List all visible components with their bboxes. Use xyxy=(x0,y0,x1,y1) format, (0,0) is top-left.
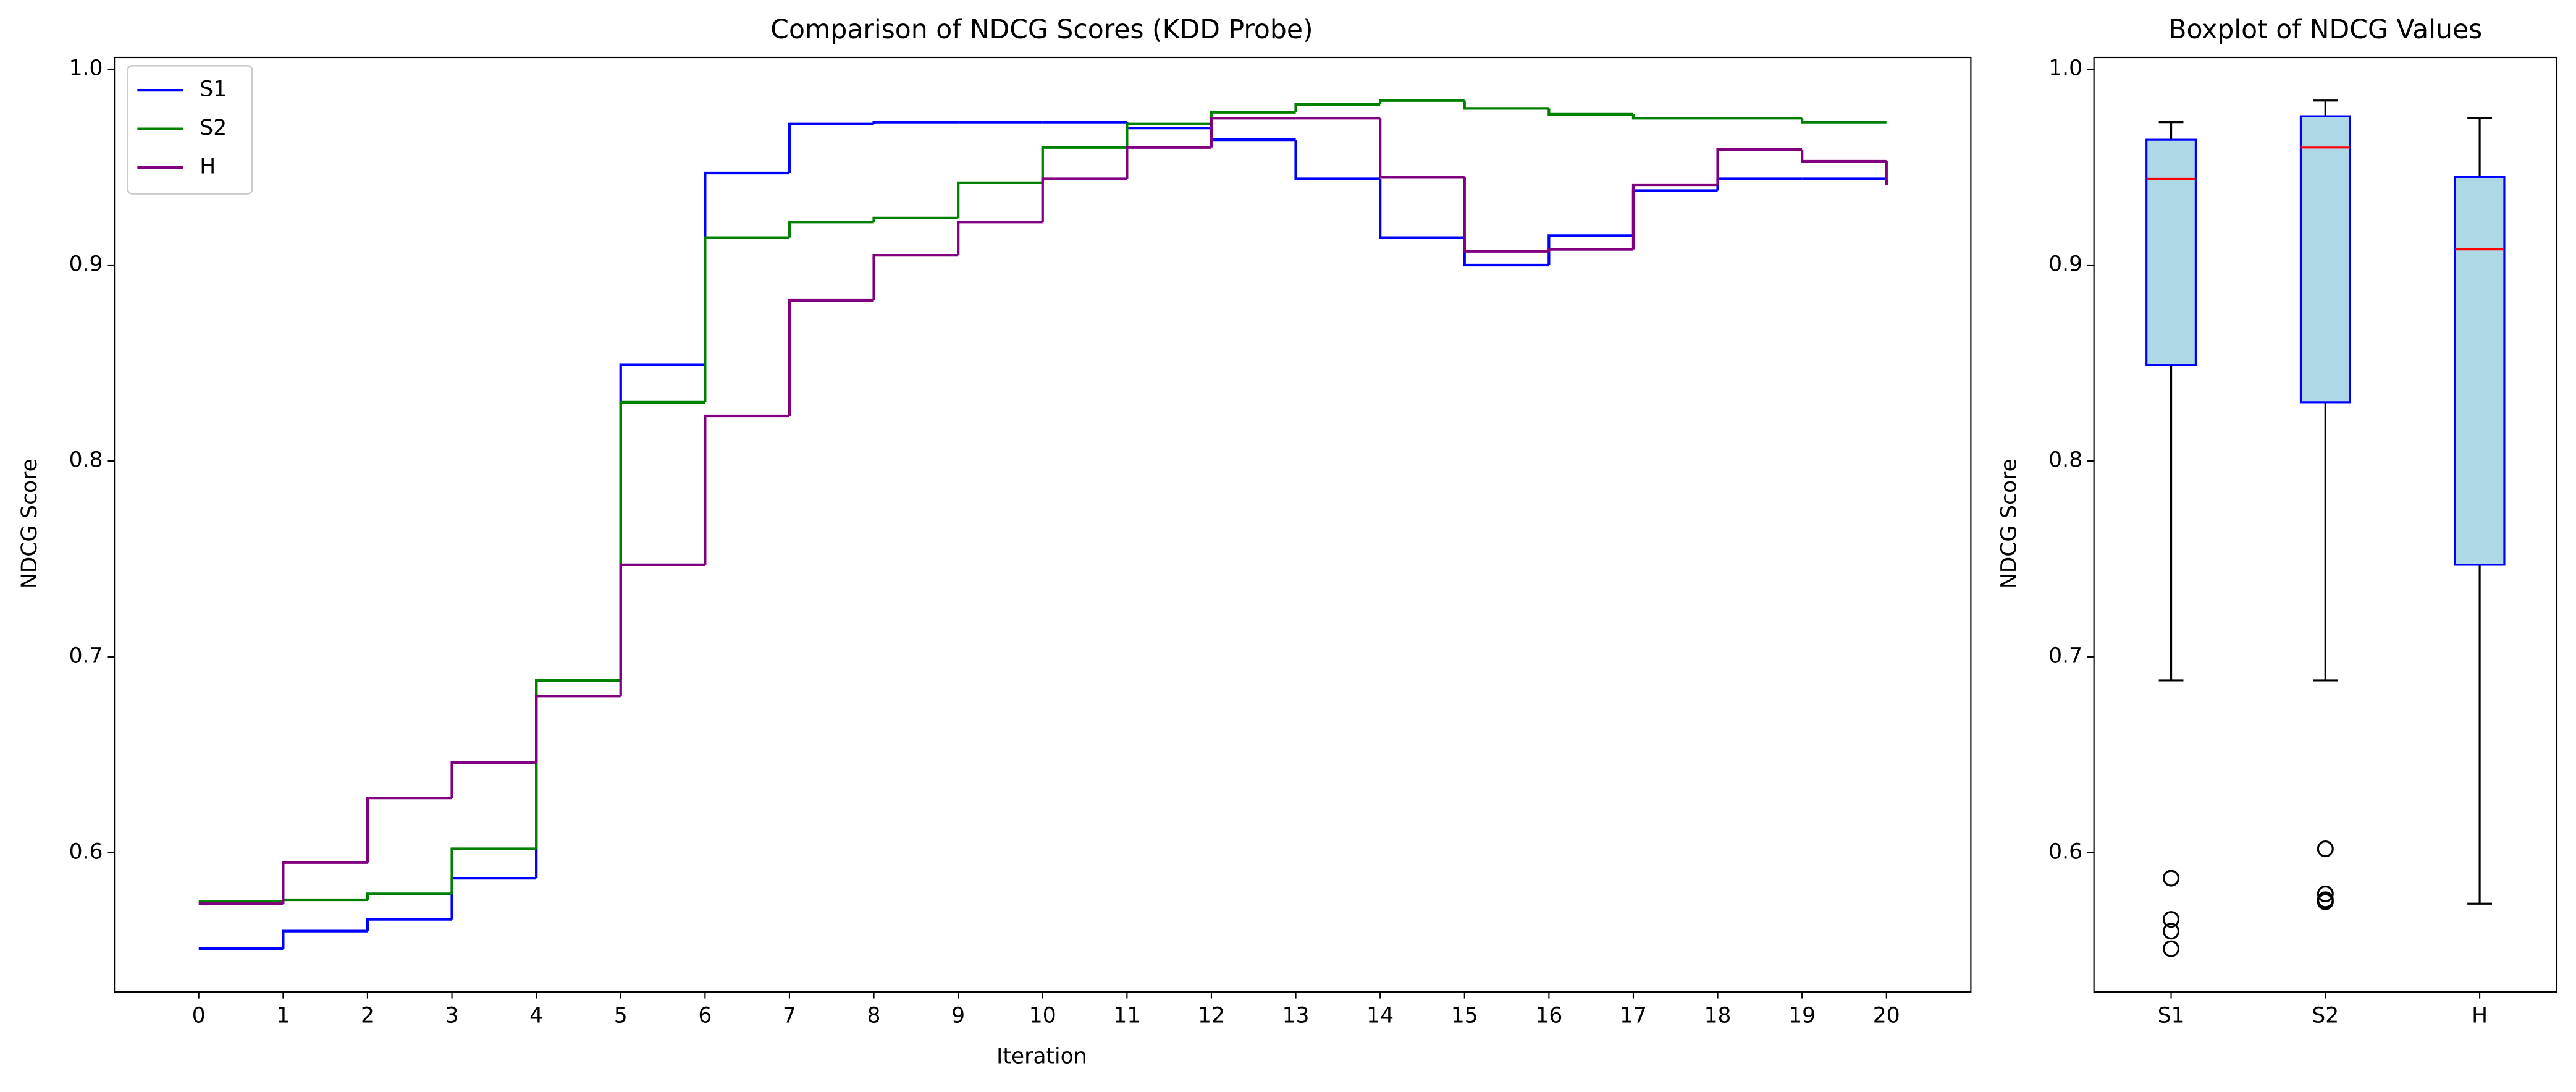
x-tick-label: 0 xyxy=(192,1003,206,1028)
x-tick-label: 6 xyxy=(698,1003,712,1028)
step-segment xyxy=(282,861,368,904)
x-tick-label: 20 xyxy=(1873,1003,1900,1028)
y-tick-label: 0.6 xyxy=(2048,839,2082,864)
axes-frame xyxy=(2093,56,2558,993)
step-segment xyxy=(788,221,874,238)
y-tick-label: 1.0 xyxy=(2048,56,2082,81)
step-segment xyxy=(1463,177,1549,253)
step-segment xyxy=(872,216,959,222)
step-segment xyxy=(619,563,705,696)
step-segment xyxy=(1379,118,1465,179)
x-tick-label: 12 xyxy=(1198,1003,1225,1028)
x-tick-label: 8 xyxy=(867,1003,881,1028)
step-segment xyxy=(1547,248,1633,252)
x-tick-label: S2 xyxy=(2312,1003,2339,1028)
outlier xyxy=(2162,870,2180,887)
step-segment xyxy=(366,918,452,931)
step-segment xyxy=(1041,146,1127,183)
step-segment xyxy=(1547,234,1633,265)
y-tick-label: 0.8 xyxy=(2048,447,2082,472)
step-segment xyxy=(1379,99,1465,105)
x-tick-label: 3 xyxy=(445,1003,459,1028)
step-segment xyxy=(1547,108,1633,116)
box xyxy=(2454,176,2506,566)
step-segment xyxy=(535,679,621,849)
step-segment xyxy=(872,254,959,301)
step-segment xyxy=(872,121,959,124)
x-tick-label: 17 xyxy=(1620,1003,1647,1028)
outlier xyxy=(2317,885,2334,902)
step-segment xyxy=(450,761,537,798)
step-segment xyxy=(788,298,874,417)
x-tick-label: 15 xyxy=(1451,1003,1478,1028)
box xyxy=(2299,115,2351,404)
y-tick-label: 0.7 xyxy=(2048,643,2082,668)
step-segment xyxy=(1041,177,1127,222)
step-segment xyxy=(535,695,621,763)
step-segment xyxy=(1801,118,1887,124)
outlier xyxy=(2162,923,2180,940)
y-tick-label: 0.8 xyxy=(69,447,103,472)
outlier xyxy=(2162,940,2180,957)
step-segment xyxy=(282,929,368,949)
chart-title: Comparison of NDCG Scores (KDD Probe) xyxy=(770,15,1313,45)
outlier xyxy=(2317,840,2334,858)
legend-box xyxy=(127,64,253,195)
y-tick-label: 0.9 xyxy=(2048,252,2082,276)
outlier xyxy=(2317,893,2334,910)
x-axis-label: Iteration xyxy=(996,1044,1087,1069)
step-segment xyxy=(366,796,452,863)
x-tick-label: 4 xyxy=(529,1003,543,1028)
axes-frame xyxy=(114,56,1972,993)
x-tick-label: 18 xyxy=(1704,1003,1732,1028)
step-segment xyxy=(1379,179,1465,239)
y-axis-label: NDCG Score xyxy=(17,459,42,589)
legend-label: S2 xyxy=(200,116,227,140)
x-tick-label: 2 xyxy=(361,1003,374,1028)
x-tick-label: 11 xyxy=(1113,1003,1140,1028)
legend-label: H xyxy=(200,154,216,179)
step-segment xyxy=(1294,103,1381,112)
step-segment xyxy=(1801,149,1887,163)
x-tick-label: 14 xyxy=(1366,1003,1394,1028)
step-segment xyxy=(957,181,1043,218)
x-tick-label: 13 xyxy=(1282,1003,1310,1028)
y-tick-label: 1.0 xyxy=(69,56,103,81)
x-tick-label: 5 xyxy=(614,1003,628,1028)
step-segment xyxy=(704,414,789,565)
step-segment xyxy=(450,847,537,894)
chart-title: Boxplot of NDCG Values xyxy=(2168,15,2482,45)
step-segment xyxy=(1210,117,1296,148)
y-tick-label: 0.6 xyxy=(69,839,103,864)
x-tick-label: H xyxy=(2472,1003,2488,1028)
x-tick-label: 7 xyxy=(783,1003,796,1028)
y-axis-label: NDCG Score xyxy=(1997,459,2022,589)
x-tick-label: 19 xyxy=(1788,1003,1816,1028)
step-segment xyxy=(1631,183,1718,250)
step-segment xyxy=(1126,122,1211,148)
x-tick-label: S1 xyxy=(2158,1003,2185,1028)
x-tick-label: 16 xyxy=(1535,1003,1562,1028)
box xyxy=(2145,138,2197,366)
step-segment xyxy=(1294,140,1381,180)
step-segment xyxy=(1463,100,1549,110)
y-tick-label: 0.7 xyxy=(69,643,103,668)
step-segment xyxy=(1631,114,1718,120)
x-tick-label: 1 xyxy=(276,1003,290,1028)
step-segment xyxy=(788,122,874,174)
step-segment xyxy=(1126,146,1211,179)
x-tick-label: 9 xyxy=(951,1003,965,1028)
step-segment xyxy=(366,892,452,900)
legend-label: S1 xyxy=(200,77,227,102)
x-tick-label: 10 xyxy=(1029,1003,1056,1028)
step-segment xyxy=(957,221,1043,256)
y-tick-label: 0.9 xyxy=(69,252,103,276)
step-segment xyxy=(1716,148,1803,185)
step-segment xyxy=(704,236,789,402)
outlier xyxy=(2162,911,2180,928)
